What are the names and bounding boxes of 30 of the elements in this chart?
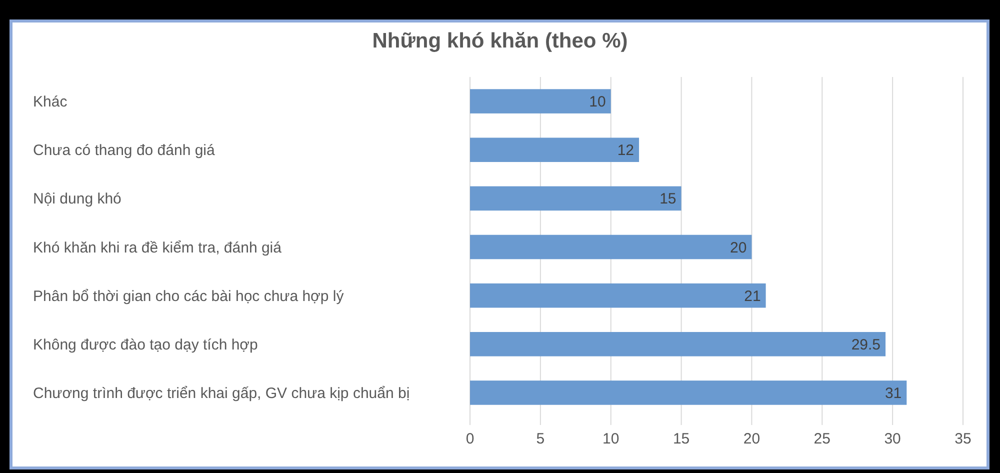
x-tick-label: 35 (954, 430, 972, 448)
x-tick-label: 20 (743, 430, 760, 448)
y-tick-label: Chương trình được triển khai gấp, GV chưa kịp chuẩn bị (33, 384, 410, 402)
x-tick-label: 30 (884, 430, 901, 448)
data-label: 20 (730, 239, 747, 256)
data-label: 29.5 (851, 336, 881, 354)
x-tick-label: 25 (814, 430, 830, 448)
y-tick-label: Không được đào tạo dạy tích hợp (33, 336, 258, 354)
data-label: 15 (660, 190, 676, 208)
bar (470, 380, 907, 405)
y-tick-label: Khác (33, 94, 68, 111)
bar (470, 332, 886, 356)
chart-title: Những khó khăn (theo %) (372, 29, 628, 52)
data-label: 10 (589, 94, 606, 111)
x-tick-label: 0 (466, 430, 474, 448)
bar (470, 186, 682, 211)
y-tick-label: Chưa có thang đo đánh giá (33, 142, 216, 160)
bar (470, 138, 640, 162)
data-label: 31 (884, 384, 902, 402)
y-tick-label: Phân bổ thời gian cho các bài học chưa hợp lý (33, 288, 344, 305)
data-label: 12 (617, 142, 634, 160)
x-tick-label: 5 (536, 430, 545, 448)
data-label: 21 (744, 288, 761, 305)
bar (470, 283, 766, 308)
y-tick-label: Khó khăn khi ra đề kiểm tra, đánh giá (33, 239, 282, 256)
x-tick-label: 10 (602, 430, 620, 448)
x-tick-label: 15 (672, 430, 690, 448)
bar (470, 234, 752, 260)
y-tick-label: Nội dung khó (33, 190, 122, 208)
bar (470, 89, 611, 114)
